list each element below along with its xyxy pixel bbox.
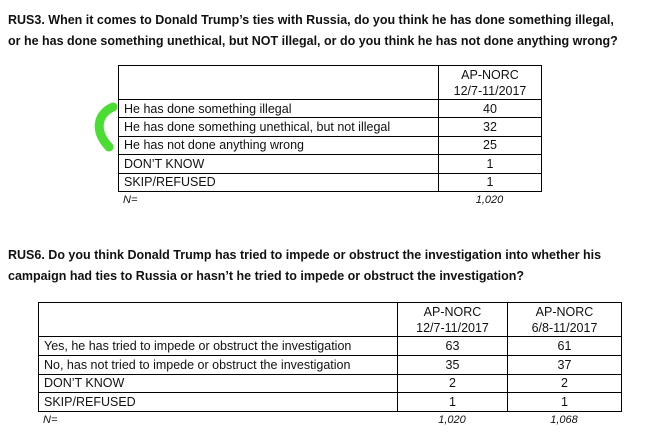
n-value: 1,020 (438, 414, 466, 426)
question-rus6-text: RUS6. Do you think Donald Trump has trie… (8, 248, 602, 283)
sample-size-row: N= 1,020 1,068 (38, 414, 621, 429)
table-row: SKIP/REFUSED 1 1 (38, 392, 622, 412)
survey-dates-label: 6/8-11/2017 (531, 320, 598, 335)
survey-dates-label: 12/7-11/2017 (416, 320, 489, 335)
survey-dates-label: 12/7-11/2017 (453, 83, 527, 98)
row-value: 2 (507, 373, 622, 394)
header-row: AP-NORC 12/7-11/2017 (118, 65, 542, 100)
row-value: 63 (397, 336, 508, 356)
sample-size-row: N= 1,020 (118, 194, 541, 209)
table-row: He has done something unethical, but not… (118, 117, 542, 137)
row-value: 1 (507, 392, 622, 412)
question-rus3-text: RUS3. When it comes to Donald Trump’s ti… (8, 13, 618, 48)
row-label: SKIP/REFUSED (118, 172, 439, 192)
table-row: Yes, he has tried to impede or obstruct … (38, 336, 622, 356)
row-label: DON’T KNOW (118, 154, 439, 174)
column-header-apnorc-jun2017: AP-NORC 6/8-11/2017 (507, 302, 622, 337)
row-label: SKIP/REFUSED (38, 392, 398, 412)
n-label: N= (123, 193, 138, 206)
column-header-apnorc-dec2017: AP-NORC 12/7-11/2017 (438, 65, 542, 100)
row-value: 32 (438, 117, 542, 137)
n-value: 1,068 (550, 414, 578, 426)
row-label: He has done something unethical, but not… (118, 117, 439, 137)
rus3-results-table: AP-NORC 12/7-11/2017 He has done somethi… (118, 65, 542, 192)
row-value: 1 (438, 154, 542, 174)
green-bracket-stroke (94, 102, 118, 152)
row-value: 61 (507, 336, 622, 356)
table-row: He has not done anything wrong 25 (118, 135, 542, 156)
rus3-table-block: AP-NORC 12/7-11/2017 He has done somethi… (118, 65, 542, 209)
row-value: 37 (507, 354, 622, 375)
table-row: SKIP/REFUSED 1 (118, 172, 542, 192)
survey-org-label: AP-NORC (461, 67, 519, 82)
column-header-apnorc-dec2017: AP-NORC 12/7-11/2017 (397, 302, 508, 337)
row-value: 1 (397, 392, 508, 412)
table-row: No, has not tried to impede or obstruct … (38, 354, 622, 375)
n-label: N= (43, 414, 58, 426)
header-row: AP-NORC 12/7-11/2017 AP-NORC 6/8-11/2017 (38, 302, 622, 337)
survey-org-label: AP-NORC (423, 304, 482, 319)
n-value: 1,020 (475, 193, 504, 206)
table-row: He has done something illegal 40 (118, 98, 542, 119)
row-value: 1 (438, 172, 542, 192)
row-value: 40 (438, 98, 542, 119)
table-row: DON’T KNOW 2 2 (38, 373, 622, 394)
empty-header-cell (38, 302, 398, 337)
row-value: 2 (397, 373, 508, 394)
green-bracket-annotation-mark (94, 102, 118, 152)
row-value: 35 (397, 354, 508, 375)
table-row: DON’T KNOW 1 (118, 154, 542, 174)
row-label: He has not done anything wrong (118, 135, 439, 156)
rus6-table-block: AP-NORC 12/7-11/2017 AP-NORC 6/8-11/2017… (38, 302, 622, 429)
row-label: No, has not tried to impede or obstruct … (38, 354, 398, 375)
rus6-results-table: AP-NORC 12/7-11/2017 AP-NORC 6/8-11/2017… (38, 302, 622, 412)
survey-org-label: AP-NORC (535, 304, 594, 319)
row-label: DON’T KNOW (38, 373, 398, 394)
row-label: He has done something illegal (118, 98, 439, 119)
row-value: 25 (438, 135, 542, 156)
empty-header-cell (118, 65, 439, 100)
row-label: Yes, he has tried to impede or obstruct … (38, 336, 398, 356)
